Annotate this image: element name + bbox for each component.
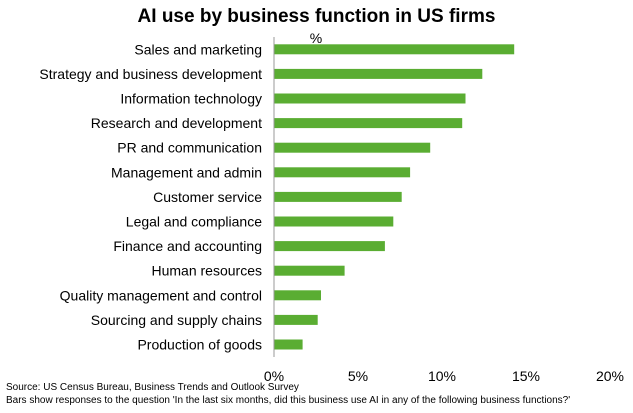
x-tick-label-4: 20%	[596, 368, 624, 384]
category-label-11: Sourcing and supply chains	[91, 312, 262, 328]
bar-0	[274, 44, 515, 55]
category-label-10: Quality management and control	[60, 287, 262, 303]
category-label-0: Sales and marketing	[134, 41, 262, 57]
category-label-6: Customer service	[153, 189, 262, 205]
category-label-5: Management and admin	[111, 164, 262, 180]
chart-notes: Source: US Census Bureau, Business Trend…	[6, 382, 570, 407]
bar-3	[274, 118, 463, 129]
category-labels: Sales and marketing Strategy and business…	[39, 41, 262, 352]
x-tick-label-2: 10%	[428, 368, 456, 384]
bar-8	[274, 241, 385, 252]
category-label-12: Production of goods	[137, 337, 262, 353]
x-tick-label-0: 0%	[264, 368, 284, 384]
bar-12	[274, 339, 303, 350]
x-tick-label-3: 15%	[512, 368, 540, 384]
x-tick-label-1: 5%	[348, 368, 368, 384]
category-label-4: PR and communication	[117, 140, 262, 156]
unit-label: %	[310, 30, 322, 46]
bar-7	[274, 216, 394, 227]
category-label-8: Finance and accounting	[113, 238, 262, 254]
bar-2	[274, 93, 466, 104]
bar-4	[274, 142, 431, 153]
category-label-7: Legal and compliance	[126, 214, 262, 230]
question-note: Bars show responses to the question 'In …	[6, 394, 571, 406]
x-axis: 0% 5% 10% 15% 20%	[264, 37, 624, 384]
category-label-3: Research and development	[91, 115, 262, 131]
chart-title: AI use by business function in US firms	[137, 6, 496, 27]
bar-1	[274, 68, 483, 79]
bar-11	[274, 314, 318, 325]
bar-5	[274, 167, 411, 178]
category-label-9: Human resources	[152, 263, 263, 279]
bar-9	[274, 265, 345, 276]
category-label-2: Information technology	[120, 91, 262, 107]
bars-layer	[274, 44, 515, 350]
category-label-1: Strategy and business development	[39, 66, 262, 82]
bar-10	[274, 290, 321, 301]
bar-6	[274, 191, 402, 202]
source-note: Source: US Census Bureau, Business Trend…	[6, 382, 299, 393]
